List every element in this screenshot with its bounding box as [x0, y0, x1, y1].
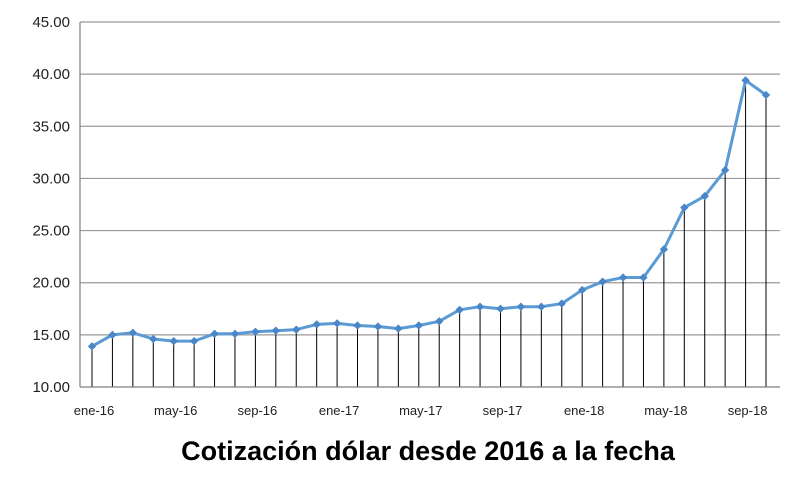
x-tick-label: sep-18: [728, 403, 768, 418]
data-point: [618, 273, 628, 282]
data-point: [128, 328, 138, 337]
data-point: [87, 342, 97, 351]
axes: [79, 22, 780, 388]
x-axis-ticks: ene-16 may-16 sep-16 ene-17 may-17 sep-17 ene-…: [74, 403, 768, 418]
x-tick-label: sep-17: [483, 403, 523, 418]
data-point: [578, 285, 587, 295]
series: [87, 76, 771, 351]
y-axis-ticks: 10.00 15.00 20.00 25.00 30.00 35.00 40.00 45.00: [32, 14, 70, 396]
data-point: [475, 302, 485, 311]
data-point: [189, 336, 199, 346]
x-tick-label: ene-16: [74, 403, 114, 418]
data-point: [557, 299, 566, 308]
data-point: [680, 203, 689, 212]
data-point: [108, 330, 117, 340]
y-tick-label: 20.00: [32, 275, 70, 292]
series-line: [91, 78, 767, 348]
data-point: [455, 305, 464, 314]
x-tick-label: sep-16: [238, 403, 278, 418]
data-point: [373, 322, 383, 331]
data-point: [537, 302, 546, 311]
data-point: [332, 319, 342, 328]
data-point: [659, 245, 669, 254]
data-point: [700, 191, 709, 201]
data-point: [496, 304, 505, 313]
data-point: [271, 326, 280, 335]
y-tick-label: 10.00: [32, 379, 70, 396]
data-point: [639, 273, 648, 282]
data-point: [210, 329, 219, 338]
y-tick-label: 25.00: [32, 223, 70, 240]
grid-lines: [80, 21, 780, 336]
data-point: [292, 325, 301, 334]
data-point: [169, 336, 178, 346]
y-tick-label: 30.00: [32, 170, 70, 187]
data-point: [353, 321, 362, 330]
y-tick-label: 45.00: [32, 14, 70, 31]
data-point: [435, 317, 444, 326]
data-point: [761, 90, 771, 100]
x-tick-label: ene-17: [319, 403, 359, 418]
data-point: [312, 320, 321, 329]
data-point: [598, 277, 607, 286]
x-tick-label: may-18: [644, 403, 687, 418]
y-tick-label: 15.00: [32, 327, 70, 344]
data-point: [414, 321, 423, 330]
data-point: [149, 334, 158, 344]
x-tick-label: may-16: [154, 403, 197, 418]
y-tick-label: 40.00: [32, 66, 70, 83]
data-point: [394, 324, 403, 333]
data-point: [720, 165, 730, 175]
data-point: [251, 327, 260, 336]
drop-lines: [91, 80, 767, 387]
x-tick-label: ene-18: [564, 403, 604, 418]
data-point: [230, 329, 240, 338]
y-tick-label: 35.00: [32, 118, 70, 135]
data-point: [741, 76, 750, 85]
x-tick-label: may-17: [399, 403, 442, 418]
chart-title: Cotización dólar desde 2016 a la fecha: [181, 436, 676, 466]
data-point: [516, 302, 526, 311]
